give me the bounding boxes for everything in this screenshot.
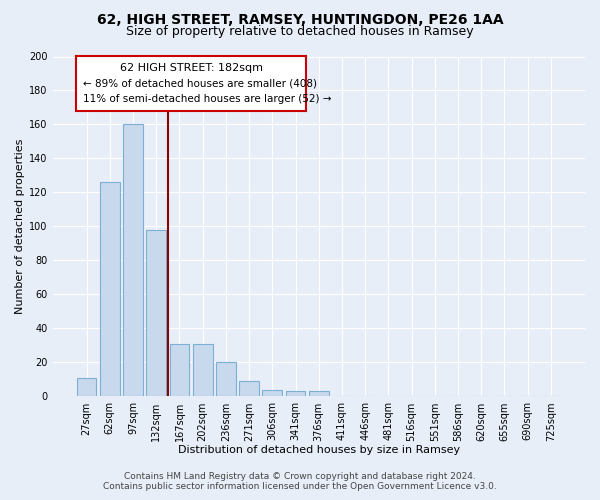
Y-axis label: Number of detached properties: Number of detached properties — [15, 139, 25, 314]
Bar — [216, 362, 236, 396]
Text: Size of property relative to detached houses in Ramsey: Size of property relative to detached ho… — [126, 25, 474, 38]
Bar — [77, 378, 97, 396]
X-axis label: Distribution of detached houses by size in Ramsey: Distribution of detached houses by size … — [178, 445, 460, 455]
Bar — [193, 344, 212, 397]
Text: 62 HIGH STREET: 182sqm: 62 HIGH STREET: 182sqm — [119, 64, 263, 74]
Bar — [123, 124, 143, 396]
Bar — [170, 344, 190, 397]
Bar — [146, 230, 166, 396]
Bar — [239, 381, 259, 396]
Text: 62, HIGH STREET, RAMSEY, HUNTINGDON, PE26 1AA: 62, HIGH STREET, RAMSEY, HUNTINGDON, PE2… — [97, 12, 503, 26]
Bar — [76, 56, 306, 111]
Bar — [309, 392, 329, 396]
Bar — [262, 390, 282, 396]
Text: Contains public sector information licensed under the Open Government Licence v3: Contains public sector information licen… — [103, 482, 497, 491]
Text: 11% of semi-detached houses are larger (52) →: 11% of semi-detached houses are larger (… — [83, 94, 332, 104]
Bar — [100, 182, 119, 396]
Text: ← 89% of detached houses are smaller (408): ← 89% of detached houses are smaller (40… — [83, 78, 317, 88]
Text: Contains HM Land Registry data © Crown copyright and database right 2024.: Contains HM Land Registry data © Crown c… — [124, 472, 476, 481]
Bar — [286, 392, 305, 396]
